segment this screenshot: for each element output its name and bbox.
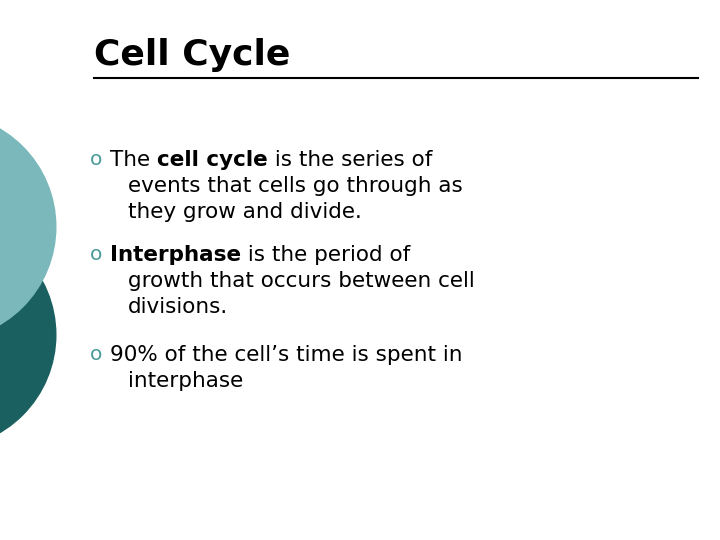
Text: divisions.: divisions.: [128, 297, 228, 317]
Text: cell cycle: cell cycle: [157, 150, 268, 170]
Text: interphase: interphase: [128, 371, 243, 391]
Circle shape: [0, 113, 55, 340]
Text: growth that occurs between cell: growth that occurs between cell: [128, 271, 474, 291]
Text: Interphase: Interphase: [110, 245, 241, 265]
Text: Cell Cycle: Cell Cycle: [94, 38, 290, 72]
Text: The: The: [110, 150, 157, 170]
Text: o: o: [90, 150, 102, 169]
Text: is the series of: is the series of: [268, 150, 432, 170]
Text: is the period of: is the period of: [241, 245, 410, 265]
Text: o: o: [90, 345, 102, 364]
Text: events that cells go through as: events that cells go through as: [128, 176, 463, 196]
Text: 90% of the cell’s time is spent in: 90% of the cell’s time is spent in: [110, 345, 462, 365]
Circle shape: [0, 221, 55, 448]
Text: o: o: [90, 245, 102, 264]
Text: they grow and divide.: they grow and divide.: [128, 202, 362, 222]
